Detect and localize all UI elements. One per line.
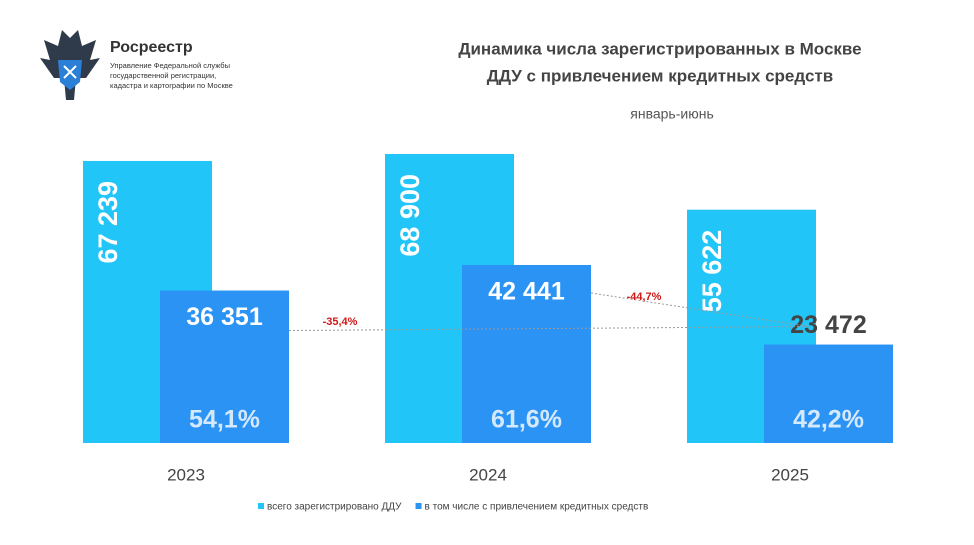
value-label: 55 622 xyxy=(697,230,727,313)
chart-title: ДДУ с привлечением кредитных средств xyxy=(487,66,833,85)
logo xyxy=(40,30,100,100)
legend-swatch xyxy=(415,503,422,509)
bar xyxy=(160,290,289,443)
change-line xyxy=(590,292,810,328)
legend-label: в том числе с привлечением кредитных сре… xyxy=(425,502,649,513)
value-label: 42 441 xyxy=(488,278,565,306)
x-tick-label: 2023 xyxy=(167,465,205,484)
share-label: 61,6% xyxy=(491,406,562,434)
org-line: кадастра и картографии по Москве xyxy=(110,81,233,90)
org-line: государственной регистрации, xyxy=(110,71,216,80)
share-label: 42,2% xyxy=(793,406,864,434)
value-label: 68 900 xyxy=(395,174,425,257)
change-line xyxy=(288,326,810,332)
org-line: Управление Федеральной службы xyxy=(110,61,230,70)
legend-label: всего зарегистрировано ДДУ xyxy=(267,502,402,513)
x-tick-label: 2024 xyxy=(469,465,507,484)
chart-subtitle: январь-июнь xyxy=(630,106,713,122)
change-label: -44,7% xyxy=(627,291,662,303)
org-name: Росреестр xyxy=(110,39,193,56)
value-label: 67 239 xyxy=(93,181,123,264)
x-tick-label: 2025 xyxy=(771,465,809,484)
value-label: 36 351 xyxy=(186,303,263,331)
chart-title: Динамика числа зарегистрированных в Моск… xyxy=(458,39,861,58)
change-label: -35,4% xyxy=(323,316,358,328)
share-label: 54,1% xyxy=(189,406,260,434)
bar xyxy=(764,344,893,443)
bar xyxy=(462,264,591,443)
legend-swatch xyxy=(258,503,264,509)
value-label: 23 472 xyxy=(790,311,866,339)
